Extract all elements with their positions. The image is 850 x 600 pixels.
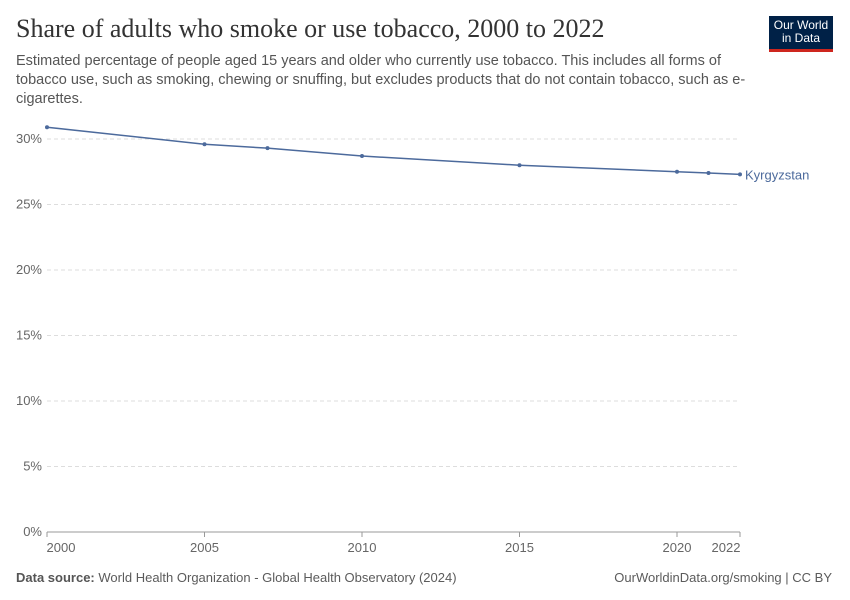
series-line — [46, 126, 741, 176]
y-tick-label: 5% — [23, 459, 42, 474]
source-text[interactable]: World Health Organization - Global Healt… — [98, 570, 457, 585]
data-point — [517, 163, 522, 168]
data-point — [706, 171, 711, 176]
y-tick-label: 0% — [23, 524, 42, 539]
data-point — [738, 172, 742, 177]
y-tick-label: 25% — [16, 197, 42, 212]
x-tick-label: 2020 — [663, 540, 692, 555]
x-tick-label: 2005 — [190, 540, 219, 555]
data-source: Data source: World Health Organization -… — [16, 570, 457, 585]
credit-link[interactable]: OurWorldinData.org/smoking | CC BY — [614, 570, 832, 585]
x-tick-label: 2000 — [47, 540, 76, 555]
owid-logo[interactable]: Our World in Data — [769, 16, 833, 52]
y-tick-label: 15% — [16, 328, 42, 343]
chart-title: Share of adults who smoke or use tobacco… — [16, 14, 605, 43]
data-point — [265, 146, 270, 151]
data-point — [360, 154, 364, 159]
data-point — [45, 125, 49, 130]
data-point — [202, 142, 207, 147]
y-tick-label: 10% — [16, 393, 42, 408]
y-tick-label: 30% — [16, 131, 42, 146]
logo-line1: Our World — [773, 18, 829, 32]
y-tick-label: 20% — [16, 262, 42, 277]
data-point — [675, 169, 679, 174]
chart-subtitle: Estimated percentage of people aged 15 y… — [16, 53, 746, 107]
logo-line2: in Data — [781, 31, 821, 45]
source-label: Data source: — [16, 570, 95, 585]
x-tick-label: 2010 — [348, 540, 377, 555]
x-tick-label: 2015 — [505, 540, 534, 555]
x-tick-label: 2022 — [712, 540, 741, 555]
series-label: Kyrgyzstan — [745, 167, 809, 182]
